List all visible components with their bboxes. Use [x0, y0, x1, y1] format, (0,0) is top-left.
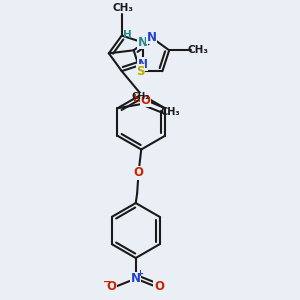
Text: H: H — [133, 94, 142, 104]
Text: CH₂: CH₂ — [132, 92, 150, 101]
Text: CH₃: CH₃ — [112, 3, 134, 13]
Text: O: O — [134, 166, 143, 179]
Text: +: + — [136, 269, 143, 278]
Text: N: N — [146, 31, 156, 44]
Text: −: − — [103, 277, 111, 287]
Text: N: N — [131, 272, 141, 285]
Text: H: H — [123, 31, 132, 40]
Text: N: N — [138, 36, 148, 49]
Text: O: O — [154, 280, 164, 293]
Text: CH₃: CH₃ — [188, 45, 209, 55]
Text: CH₃: CH₃ — [160, 107, 180, 117]
Text: O: O — [141, 94, 151, 106]
Text: O: O — [106, 280, 116, 293]
Text: N: N — [138, 58, 148, 71]
Text: S: S — [136, 65, 145, 78]
